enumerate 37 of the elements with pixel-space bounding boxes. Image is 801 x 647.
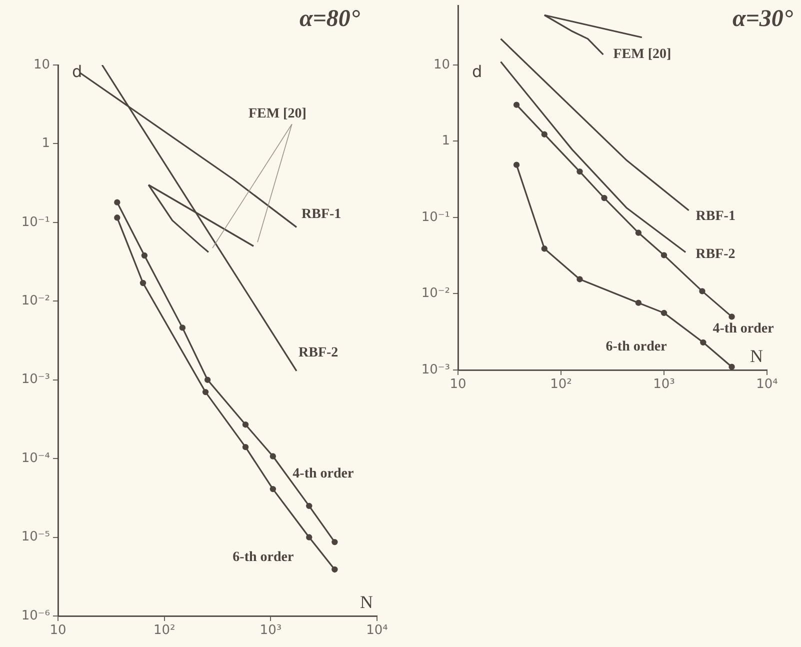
chart-title: α=80°: [299, 6, 360, 33]
series-label: FEM [20]: [613, 47, 672, 62]
y-tick-label: 1: [42, 136, 50, 152]
series-label: RBF-2: [298, 346, 338, 360]
y-tick-label: 10: [433, 57, 450, 72]
chart-title: α=30°: [732, 6, 793, 33]
y-tick-label: 10⁻⁵: [21, 530, 50, 545]
series-label: 4-th order: [292, 466, 354, 482]
y-tick-label: 1: [442, 134, 450, 149]
y-axis-title: d: [72, 62, 82, 81]
y-tick-label: 10⁻⁶: [21, 608, 50, 624]
x-tick-label: 10³: [260, 622, 282, 638]
y-tick-label: 10⁻²: [421, 286, 450, 302]
x-tick-label: 10: [450, 376, 466, 392]
y-tick-label: 10⁻³: [21, 372, 50, 388]
x-axis-title: N: [750, 346, 763, 366]
text: FEM [20]: [248, 106, 306, 122]
x-tick-label: 10²: [153, 622, 176, 638]
y-tick-label: 10: [33, 57, 50, 72]
series-label: 6-th order: [232, 550, 294, 566]
x-tick-label: 10: [50, 622, 66, 638]
y-tick-label: 10⁻²: [21, 294, 50, 309]
x-tick-label: 10⁴: [366, 622, 388, 638]
series-label: 4-th order: [712, 321, 774, 336]
y-tick-label: 10⁻⁴: [21, 450, 50, 466]
x-tick-label: 10⁴: [756, 376, 778, 392]
y-tick-label: 10⁻³: [421, 362, 450, 378]
series-label: RBF-2: [696, 246, 736, 262]
series-label: 6-th order: [606, 339, 667, 354]
series-label: RBF-1: [696, 208, 736, 224]
y-tick-label: 10⁻¹: [421, 210, 450, 225]
x-tick-label: 10²: [550, 376, 572, 392]
y-tick-label: 10⁻¹: [21, 214, 50, 230]
y-axis-title: d: [472, 62, 482, 81]
x-axis-title: N: [360, 592, 373, 612]
x-tick-label: 10³: [653, 376, 675, 392]
series-label: RBF-1: [302, 206, 342, 222]
